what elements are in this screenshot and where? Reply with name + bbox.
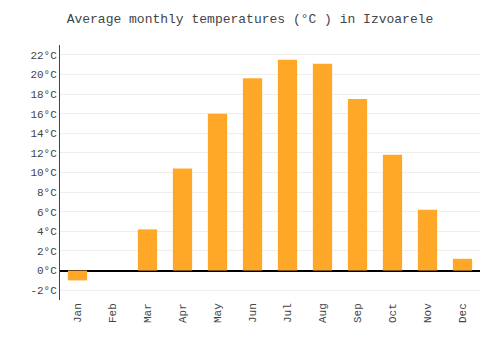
svg-text:Oct: Oct xyxy=(387,303,399,323)
svg-text:-2°C: -2°C xyxy=(30,285,57,297)
svg-text:Nov: Nov xyxy=(422,303,434,323)
svg-text:Mar: Mar xyxy=(142,303,154,323)
svg-text:Jul: Jul xyxy=(282,303,294,323)
svg-text:2°C: 2°C xyxy=(37,246,57,258)
svg-text:18°C: 18°C xyxy=(30,89,57,101)
svg-text:20°C: 20°C xyxy=(30,69,57,81)
svg-text:0°C: 0°C xyxy=(37,265,57,277)
svg-text:Feb: Feb xyxy=(107,303,119,323)
svg-text:Sep: Sep xyxy=(352,303,364,323)
svg-text:22°C: 22°C xyxy=(30,50,57,62)
svg-text:8°C: 8°C xyxy=(37,187,57,199)
svg-text:Dec: Dec xyxy=(457,303,469,323)
svg-text:14°C: 14°C xyxy=(30,128,57,140)
svg-text:Apr: Apr xyxy=(177,303,189,323)
svg-text:16°C: 16°C xyxy=(30,109,57,121)
svg-text:Aug: Aug xyxy=(317,303,329,323)
svg-text:Jan: Jan xyxy=(72,303,84,323)
svg-text:Average monthly temperatures (: Average monthly temperatures (°C ) in Iz… xyxy=(67,12,434,27)
svg-text:10°C: 10°C xyxy=(30,167,57,179)
svg-text:Jun: Jun xyxy=(247,303,259,323)
svg-text:May: May xyxy=(212,303,224,323)
svg-text:4°C: 4°C xyxy=(37,226,57,238)
svg-text:6°C: 6°C xyxy=(37,207,57,219)
svg-text:12°C: 12°C xyxy=(30,148,57,160)
